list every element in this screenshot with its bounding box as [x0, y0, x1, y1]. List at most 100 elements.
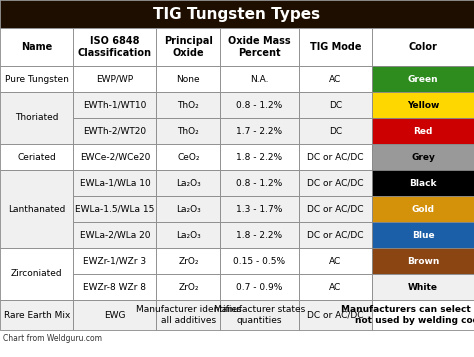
Bar [0, 0, 474, 28]
Bar [220, 28, 299, 66]
Text: Chart from Weldguru.com: Chart from Weldguru.com [3, 334, 102, 343]
Text: N.A.: N.A. [250, 75, 269, 84]
Bar [299, 274, 372, 300]
Bar [0, 28, 73, 66]
Bar [220, 144, 299, 170]
Text: DC or AC/DC: DC or AC/DC [307, 205, 364, 213]
Text: Name: Name [21, 42, 52, 52]
Text: 1.8 - 2.2%: 1.8 - 2.2% [237, 231, 283, 240]
Text: CeO₂: CeO₂ [177, 152, 200, 161]
Text: EWCe-2/WCe20: EWCe-2/WCe20 [80, 152, 150, 161]
Bar [372, 170, 474, 196]
Text: Black: Black [409, 178, 437, 187]
Text: DC or AC/DC: DC or AC/DC [307, 231, 364, 240]
Text: Manufacturers can select colors
not used by welding codes: Manufacturers can select colors not used… [341, 305, 474, 325]
Bar [73, 170, 156, 196]
Bar [299, 66, 372, 92]
Bar [156, 170, 220, 196]
Text: Rare Earth Mix: Rare Earth Mix [3, 311, 70, 320]
Text: AC: AC [329, 282, 341, 292]
Text: EWLa-1/WLa 10: EWLa-1/WLa 10 [80, 178, 150, 187]
Text: Grey: Grey [411, 152, 435, 161]
Text: EWZr-1/WZr 3: EWZr-1/WZr 3 [83, 256, 146, 266]
Text: La₂O₃: La₂O₃ [176, 205, 201, 213]
Bar [156, 66, 220, 92]
Bar [73, 28, 156, 66]
Text: AC: AC [329, 75, 341, 84]
Text: Zirconiated: Zirconiated [11, 270, 63, 278]
Text: EWG: EWG [104, 311, 126, 320]
Text: EWLa-2/WLa 20: EWLa-2/WLa 20 [80, 231, 150, 240]
Text: Red: Red [413, 126, 433, 136]
Bar [0, 66, 73, 92]
Bar [220, 300, 299, 330]
Bar [299, 170, 372, 196]
Bar [299, 248, 372, 274]
Bar [372, 28, 474, 66]
Bar [73, 196, 156, 222]
Bar [0, 92, 73, 144]
Text: Oxide Mass
Percent: Oxide Mass Percent [228, 36, 291, 58]
Bar [220, 196, 299, 222]
Bar [372, 144, 474, 170]
Text: TIG Mode: TIG Mode [310, 42, 361, 52]
Bar [299, 222, 372, 248]
Text: DC or AC/DC: DC or AC/DC [307, 311, 364, 320]
Bar [299, 92, 372, 118]
Bar [73, 144, 156, 170]
Text: 1.7 - 2.2%: 1.7 - 2.2% [237, 126, 283, 136]
Text: Yellow: Yellow [407, 101, 439, 110]
Bar [156, 118, 220, 144]
Text: TIG Tungsten Types: TIG Tungsten Types [154, 6, 320, 21]
Bar [372, 248, 474, 274]
Bar [156, 300, 220, 330]
Bar [73, 118, 156, 144]
Bar [0, 300, 73, 330]
Bar [299, 196, 372, 222]
Bar [156, 222, 220, 248]
Text: 0.8 - 1.2%: 0.8 - 1.2% [237, 101, 283, 110]
Bar [156, 274, 220, 300]
Text: Lanthanated: Lanthanated [8, 205, 65, 213]
Bar [73, 248, 156, 274]
Text: 0.15 - 0.5%: 0.15 - 0.5% [234, 256, 285, 266]
Bar [372, 118, 474, 144]
Text: EWTh-2/WT20: EWTh-2/WT20 [83, 126, 146, 136]
Bar [372, 222, 474, 248]
Bar [372, 92, 474, 118]
Text: 1.3 - 1.7%: 1.3 - 1.7% [237, 205, 283, 213]
Bar [299, 118, 372, 144]
Text: DC: DC [329, 126, 342, 136]
Text: Brown: Brown [407, 256, 439, 266]
Text: Ceriated: Ceriated [18, 152, 56, 161]
Text: ZrO₂: ZrO₂ [178, 282, 199, 292]
Text: 0.8 - 1.2%: 0.8 - 1.2% [237, 178, 283, 187]
Text: EWTh-1/WT10: EWTh-1/WT10 [83, 101, 146, 110]
Bar [372, 274, 474, 300]
Text: 0.7 - 0.9%: 0.7 - 0.9% [237, 282, 283, 292]
Text: DC or AC/DC: DC or AC/DC [307, 152, 364, 161]
Bar [156, 144, 220, 170]
Text: Principal
Oxide: Principal Oxide [164, 36, 213, 58]
Bar [0, 170, 73, 248]
Text: ZrO₂: ZrO₂ [178, 256, 199, 266]
Text: Manufacturer states
quantities: Manufacturer states quantities [214, 305, 305, 325]
Bar [220, 248, 299, 274]
Bar [156, 248, 220, 274]
Text: EWLa-1.5/WLa 15: EWLa-1.5/WLa 15 [75, 205, 155, 213]
Text: ThO₂: ThO₂ [178, 101, 199, 110]
Text: Manufacturer identifies
all additives: Manufacturer identifies all additives [136, 305, 241, 325]
Text: La₂O₃: La₂O₃ [176, 178, 201, 187]
Bar [73, 66, 156, 92]
Bar [220, 118, 299, 144]
Text: DC or AC/DC: DC or AC/DC [307, 178, 364, 187]
Text: DC: DC [329, 101, 342, 110]
Bar [73, 222, 156, 248]
Text: White: White [408, 282, 438, 292]
Bar [372, 196, 474, 222]
Bar [156, 28, 220, 66]
Bar [372, 66, 474, 92]
Text: Green: Green [408, 75, 438, 84]
Bar [299, 300, 372, 330]
Bar [372, 300, 474, 330]
